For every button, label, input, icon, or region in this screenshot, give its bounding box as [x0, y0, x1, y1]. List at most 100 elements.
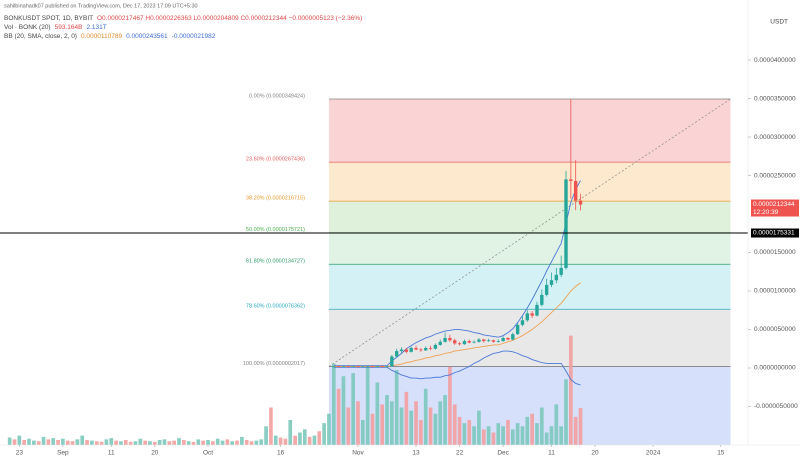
fib-zone	[328, 201, 731, 233]
volume-bar	[32, 440, 36, 445]
candle-body	[472, 341, 476, 343]
candle-body	[569, 179, 573, 181]
x-tick-label: Oct	[203, 450, 213, 457]
volume-bar	[351, 373, 355, 445]
volume-bar	[51, 438, 56, 445]
volume-bar	[143, 440, 147, 445]
candle-body	[390, 356, 394, 367]
candle-body	[482, 339, 486, 342]
volume-bar	[177, 438, 181, 445]
legend-item: 0.0000110789	[81, 33, 122, 40]
candle-body	[462, 341, 467, 345]
volume-bar	[65, 440, 70, 445]
volume-bar	[409, 410, 414, 445]
volume-bar	[94, 441, 99, 445]
volume-bar	[501, 426, 505, 445]
y-tick-label: -0.0000050000	[754, 403, 798, 410]
volume-bar	[423, 388, 428, 445]
fib-zone	[328, 232, 731, 265]
volume-bar	[99, 441, 104, 445]
fib-level-label: 23.60% (0.0000267436)	[246, 157, 305, 163]
candle-body	[356, 366, 360, 368]
fib-level-label: 0.00% (0.0000349424)	[249, 93, 305, 99]
volume-bar	[128, 441, 133, 445]
volume-bar	[244, 440, 249, 445]
price-label-box	[751, 199, 799, 217]
candle-body	[370, 366, 375, 368]
volume-bar	[467, 420, 472, 445]
volume-bar	[569, 335, 573, 445]
y-tick-label: 0.0000000000	[754, 365, 796, 372]
volume-bar	[433, 413, 438, 445]
volume-bar	[322, 423, 326, 445]
volume-bar	[385, 395, 389, 445]
candle-body	[404, 349, 409, 352]
volume-bar	[235, 440, 239, 445]
volume-bar	[114, 440, 118, 445]
candle-body	[414, 347, 418, 350]
y-tick-label: 0.0000400000	[754, 57, 796, 64]
volume-bar	[109, 438, 114, 445]
x-tick-label: 11	[548, 450, 555, 457]
candle-body	[365, 366, 370, 368]
volume-bar	[510, 429, 515, 445]
volume-bar	[539, 407, 544, 445]
volume-bar	[211, 441, 215, 445]
volume-bar	[472, 426, 476, 445]
volume-bar	[370, 413, 375, 445]
bb-basis	[333, 282, 581, 367]
candle-body	[554, 274, 559, 281]
volume-bar	[535, 423, 539, 445]
volume-bar	[399, 407, 404, 445]
candle-body	[346, 366, 351, 368]
volume-bar	[390, 401, 394, 445]
volume-bar	[457, 416, 462, 445]
candle-body	[336, 366, 341, 368]
candle-body	[399, 349, 404, 352]
volume-bar	[477, 410, 481, 445]
candle-body	[467, 341, 471, 343]
volume-bar	[22, 440, 27, 445]
candle-body	[361, 366, 365, 368]
candle-body	[409, 347, 413, 352]
volume-bar	[327, 413, 331, 445]
candle-body	[525, 313, 529, 321]
volume-bar	[41, 436, 46, 445]
y-tick-label: 0.0000350000	[754, 95, 796, 102]
volume-bar	[90, 440, 94, 445]
volume-bar	[293, 435, 297, 445]
volume-bar	[206, 440, 210, 445]
volume-bar	[220, 440, 225, 445]
volume-bar	[123, 440, 128, 445]
time-axis	[0, 445, 800, 460]
volume-bar	[75, 439, 80, 445]
currency: USDT	[770, 19, 788, 26]
x-tick-label: 2024	[646, 450, 661, 457]
volume-bar	[506, 420, 510, 445]
fib-level-label: 100.00% (0.0000002017)	[243, 361, 305, 367]
volume-bar	[186, 441, 191, 445]
volume-bar	[254, 440, 259, 445]
candle-body	[341, 366, 346, 368]
volume-bar	[491, 432, 496, 445]
legend-item: O0.0000217467 H0.0000226363 L0.000020480…	[97, 15, 362, 22]
volume-bar	[515, 423, 520, 445]
volume-bar	[452, 404, 457, 445]
legend-item: 0.0000243561	[126, 33, 168, 40]
fib-level-label: 50.00% (0.0000175721)	[246, 227, 305, 233]
volume-bar	[312, 435, 317, 445]
x-tick-label: Nov	[352, 450, 364, 457]
volume-bar	[554, 404, 559, 445]
volume-bar	[380, 404, 385, 445]
volume-bar	[549, 426, 554, 445]
volume-bar	[12, 439, 17, 445]
legend-item: BB (20, SMA, close, 2, 0)	[4, 33, 77, 40]
fib-level-label: 61.80% (0.0000134727)	[246, 259, 305, 265]
legend-item: 593.164B	[55, 24, 83, 31]
volume-bar	[36, 441, 41, 445]
volume-bar	[520, 426, 525, 445]
volume-bar	[544, 432, 549, 445]
y-tick-label: 0.0000050000	[754, 326, 796, 333]
fib-level-label: 38.20% (0.0000216715)	[246, 196, 305, 202]
